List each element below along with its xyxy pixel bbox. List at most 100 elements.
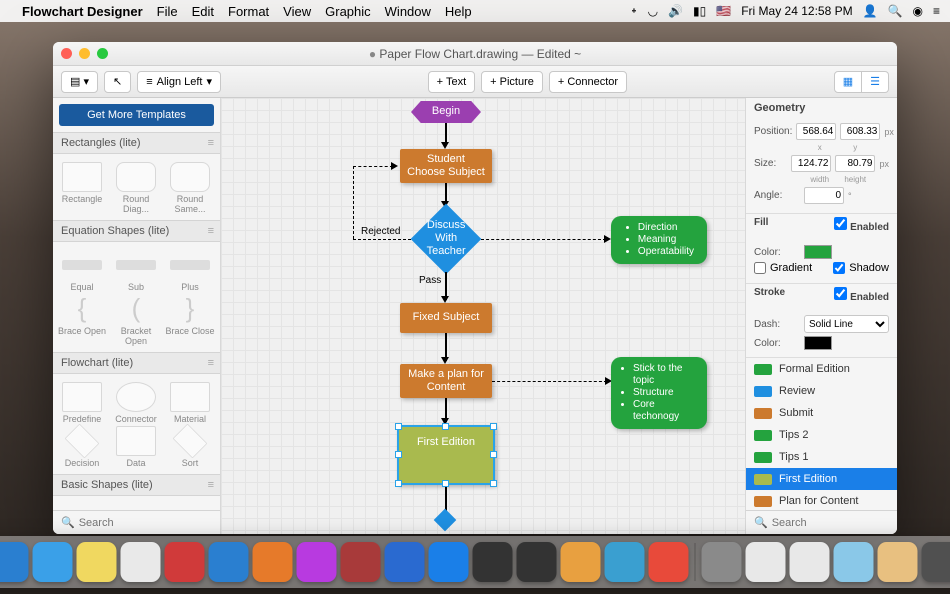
check-gradient[interactable]: [754, 262, 766, 274]
lib-shape-item[interactable]: {Brace Open: [55, 292, 109, 346]
lib-shape-item[interactable]: Sort: [163, 424, 217, 468]
lib-shape-item[interactable]: Round Diag...: [109, 160, 163, 214]
dock-app-icon[interactable]: [297, 542, 337, 582]
layer-item[interactable]: Tips 1: [746, 446, 897, 468]
resize-handle[interactable]: [490, 423, 497, 430]
edge-rejected[interactable]: [353, 239, 411, 240]
zoom-button[interactable]: [97, 48, 108, 59]
lib-shape-item[interactable]: }Brace Close: [163, 292, 217, 346]
dock-app-icon[interactable]: [517, 542, 557, 582]
menu-graphic[interactable]: Graphic: [325, 4, 371, 19]
node-connector[interactable]: [434, 509, 457, 532]
lib-shape-item[interactable]: Decision: [55, 424, 109, 468]
dock-app-icon[interactable]: [253, 542, 293, 582]
node-first-edition-selected[interactable]: First Edition: [397, 425, 495, 485]
siri-icon[interactable]: ◉: [913, 4, 923, 18]
menu-edit[interactable]: Edit: [192, 4, 214, 19]
input-angle[interactable]: [804, 187, 844, 204]
insert-picture-button[interactable]: + Picture: [481, 71, 543, 93]
node-choose-subject[interactable]: Student Choose Subject: [400, 149, 492, 183]
input-pos-y[interactable]: [840, 123, 880, 140]
lib-shape-item[interactable]: (Bracket Open: [109, 292, 163, 346]
dock-app-icon[interactable]: [429, 542, 469, 582]
dock-app-icon[interactable]: [33, 542, 73, 582]
dock-app-icon[interactable]: [834, 542, 874, 582]
bluetooth-icon[interactable]: ᛭: [630, 4, 637, 18]
dock-app-icon[interactable]: [77, 542, 117, 582]
close-button[interactable]: [61, 48, 72, 59]
app-name[interactable]: Flowchart Designer: [22, 4, 143, 19]
input-width[interactable]: [791, 155, 831, 172]
dock-app-icon[interactable]: [165, 542, 205, 582]
align-button[interactable]: ≡ Align Left ▾: [137, 71, 221, 93]
resize-handle[interactable]: [490, 451, 497, 458]
node-fixed-subject[interactable]: Fixed Subject: [400, 303, 492, 333]
select-dash[interactable]: Solid Line: [804, 315, 889, 333]
insert-text-button[interactable]: + Text: [428, 71, 475, 93]
wifi-icon[interactable]: ◡: [648, 4, 658, 18]
clock[interactable]: Fri May 24 12:58 PM: [741, 4, 852, 18]
insert-connector-button[interactable]: + Connector: [549, 71, 627, 93]
dock-app-icon[interactable]: [746, 542, 786, 582]
layer-item[interactable]: Plan for Content: [746, 490, 897, 510]
dock-app-icon[interactable]: [561, 542, 601, 582]
dock-app-icon[interactable]: [385, 542, 425, 582]
node-tips1[interactable]: DirectionMeaningOperatability: [611, 216, 707, 264]
layer-item[interactable]: Tips 2: [746, 424, 897, 446]
canvas[interactable]: Begin Student Choose Subject Discuss Wit…: [221, 98, 745, 534]
dock-app-icon[interactable]: [605, 542, 645, 582]
edge-to-tips2[interactable]: [492, 381, 607, 382]
edge-to-tips1[interactable]: [481, 239, 606, 240]
menu-window[interactable]: Window: [385, 4, 431, 19]
sidebar-toggle-button[interactable]: ▤ ▾: [61, 71, 98, 93]
layer-item[interactable]: Submit: [746, 402, 897, 424]
dock-app-icon[interactable]: [121, 542, 161, 582]
lib-shape-item[interactable]: Sub: [109, 248, 163, 292]
spotlight-icon[interactable]: 🔍: [888, 4, 903, 18]
dock-app-icon[interactable]: [473, 542, 513, 582]
resize-handle[interactable]: [395, 451, 402, 458]
lib-shape-item[interactable]: Predefine: [55, 380, 109, 424]
menu-view[interactable]: View: [283, 4, 311, 19]
node-begin[interactable]: Begin: [411, 101, 481, 123]
lib-section-header[interactable]: Flowchart (lite)≡: [53, 352, 220, 374]
resize-handle[interactable]: [442, 480, 449, 487]
lib-shape-item[interactable]: Rectangle: [55, 160, 109, 214]
node-plan-content[interactable]: Make a plan for Content: [400, 364, 492, 398]
dock-app-icon[interactable]: [649, 542, 689, 582]
lib-shape-item[interactable]: Data: [109, 424, 163, 468]
lib-section-header[interactable]: Basic Shapes (lite)≡: [53, 474, 220, 496]
resize-handle[interactable]: [490, 480, 497, 487]
dock-app-icon[interactable]: [790, 542, 830, 582]
list-view-button[interactable]: ☰: [862, 71, 889, 93]
dock-app-icon[interactable]: [341, 542, 381, 582]
resize-handle[interactable]: [395, 423, 402, 430]
lib-section-header[interactable]: Equation Shapes (lite)≡: [53, 220, 220, 242]
check-stroke-enabled[interactable]: [834, 287, 847, 300]
lib-shape-item[interactable]: Plus: [163, 248, 217, 292]
lib-shape-item[interactable]: Connector: [109, 380, 163, 424]
menu-format[interactable]: Format: [228, 4, 269, 19]
node-discuss[interactable]: Discuss With Teacher: [411, 204, 482, 275]
stroke-color-swatch[interactable]: [804, 336, 832, 350]
input-height[interactable]: [835, 155, 875, 172]
check-shadow[interactable]: [833, 262, 845, 274]
edge-rejected[interactable]: [353, 166, 354, 239]
lib-section-header[interactable]: Rectangles (lite)≡: [53, 132, 220, 154]
layer-item[interactable]: Review: [746, 380, 897, 402]
dock-app-icon[interactable]: [922, 542, 950, 582]
input-pos-x[interactable]: [796, 123, 836, 140]
menu-file[interactable]: File: [157, 4, 178, 19]
dock-app-icon[interactable]: [209, 542, 249, 582]
edge-rejected[interactable]: [353, 166, 393, 167]
pointer-tool-button[interactable]: ↖: [104, 71, 131, 93]
dock-app-icon[interactable]: [702, 542, 742, 582]
grid-view-button[interactable]: ▦: [834, 71, 862, 93]
volume-icon[interactable]: 🔊: [668, 4, 683, 18]
layer-search-input[interactable]: [772, 517, 889, 529]
layer-item[interactable]: Formal Edition: [746, 358, 897, 380]
resize-handle[interactable]: [442, 423, 449, 430]
minimize-button[interactable]: [79, 48, 90, 59]
lib-shape-item[interactable]: Equal: [55, 248, 109, 292]
dock-app-icon[interactable]: [878, 542, 918, 582]
